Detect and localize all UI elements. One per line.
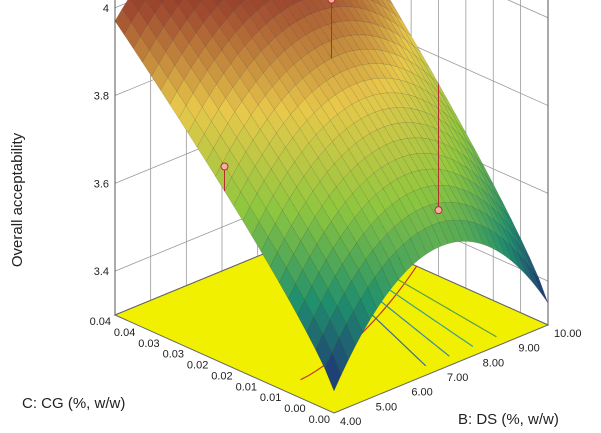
tick-labels: 3.43.63.844.24.005.006.007.008.009.0010.… xyxy=(90,3,582,428)
surface-cell xyxy=(243,114,261,141)
surface-cell xyxy=(133,35,150,63)
design-points xyxy=(220,0,443,215)
surface-cell xyxy=(173,0,183,7)
x-tick-label: 10.00 xyxy=(554,328,582,340)
z-tick-label: 3.4 xyxy=(94,266,109,278)
y-tick-label: 0.03 xyxy=(163,349,184,361)
surface-cell xyxy=(245,139,263,167)
surface-cell xyxy=(230,54,248,78)
surface-cell xyxy=(249,0,265,11)
surface-cell xyxy=(239,67,257,92)
surface-cell xyxy=(238,0,246,5)
surface-cell xyxy=(219,18,237,42)
y-tick-label: 0.01 xyxy=(236,381,257,393)
surface-cell xyxy=(349,0,362,9)
surface-cell xyxy=(186,9,204,34)
z-tick-label: 3.6 xyxy=(94,178,109,190)
y-tick-label: 0.02 xyxy=(187,360,208,372)
surface-cell xyxy=(216,73,234,99)
x-tick-label: 8.00 xyxy=(483,357,504,369)
response-surface xyxy=(114,0,549,392)
surface-cell xyxy=(196,22,213,47)
surface-cell xyxy=(229,137,247,165)
y-tick-label: 0.03 xyxy=(138,338,159,350)
surface-cell xyxy=(201,0,218,15)
surface-cell xyxy=(237,45,255,69)
surface-cell xyxy=(167,65,185,92)
surface-cell xyxy=(315,334,333,370)
surface-cell xyxy=(233,3,251,25)
z-tick-label: 3.8 xyxy=(94,91,109,103)
surface-cell xyxy=(205,36,222,61)
surface-cell xyxy=(515,239,532,269)
surface-cell xyxy=(192,81,210,108)
z-tick-label: 4 xyxy=(103,3,109,15)
surface-cell xyxy=(194,106,212,135)
surface-cell xyxy=(147,12,165,39)
surface-cell xyxy=(531,268,549,304)
x-tick-label: 4.00 xyxy=(340,416,361,428)
x-tick-label: 6.00 xyxy=(411,387,432,399)
surface-cell xyxy=(524,259,542,294)
surface-cell xyxy=(324,352,342,392)
surface-cell xyxy=(510,244,527,276)
surface-cell xyxy=(188,32,206,58)
design-point xyxy=(434,206,443,215)
surface-cell xyxy=(159,0,164,4)
y-tick-label: 0.02 xyxy=(211,370,232,382)
surface-cell xyxy=(165,40,183,66)
surface-cell xyxy=(130,0,146,12)
surface-cell xyxy=(196,133,214,163)
x-tick-label: 7.00 xyxy=(447,372,468,384)
design-point xyxy=(220,162,229,171)
surface-cell xyxy=(242,206,260,237)
x-tick-label: 5.00 xyxy=(376,401,397,413)
x-axis-label: B: DS (%, w/w) xyxy=(458,411,559,428)
surface-cell xyxy=(212,27,230,51)
surface-cell xyxy=(151,63,168,91)
design-point xyxy=(327,0,336,4)
surface-cell xyxy=(249,193,267,223)
surface-cell xyxy=(517,251,534,284)
y-tick-label: 0.01 xyxy=(260,392,281,404)
y-tick-label: 0.04 xyxy=(114,327,135,339)
surface-cell xyxy=(131,10,148,37)
y-tick-label: 0.00 xyxy=(284,403,305,415)
surface-cell xyxy=(251,221,269,252)
z-axis-label: Overall acceptability xyxy=(9,132,26,267)
y-tick-label: 0.04 xyxy=(90,316,111,328)
surface-cell xyxy=(206,147,223,177)
surface-cell xyxy=(241,90,259,116)
floor-contour xyxy=(391,275,497,338)
surface-cell xyxy=(247,165,265,194)
surface-cell xyxy=(221,40,239,65)
surface-cell xyxy=(142,49,159,77)
surface-cell xyxy=(123,22,141,49)
surface-cell xyxy=(233,191,251,222)
surface-cell xyxy=(226,10,244,33)
y-axis-label: C: CG (%, w/w) xyxy=(22,395,125,412)
floor-contour xyxy=(377,281,474,347)
surface-cell xyxy=(238,151,256,180)
x-tick-label: 9.00 xyxy=(518,343,539,355)
surface-cell xyxy=(198,45,215,71)
y-tick-label: 0.00 xyxy=(309,414,330,426)
surface-cell xyxy=(269,252,287,284)
surface-cell xyxy=(200,0,203,2)
